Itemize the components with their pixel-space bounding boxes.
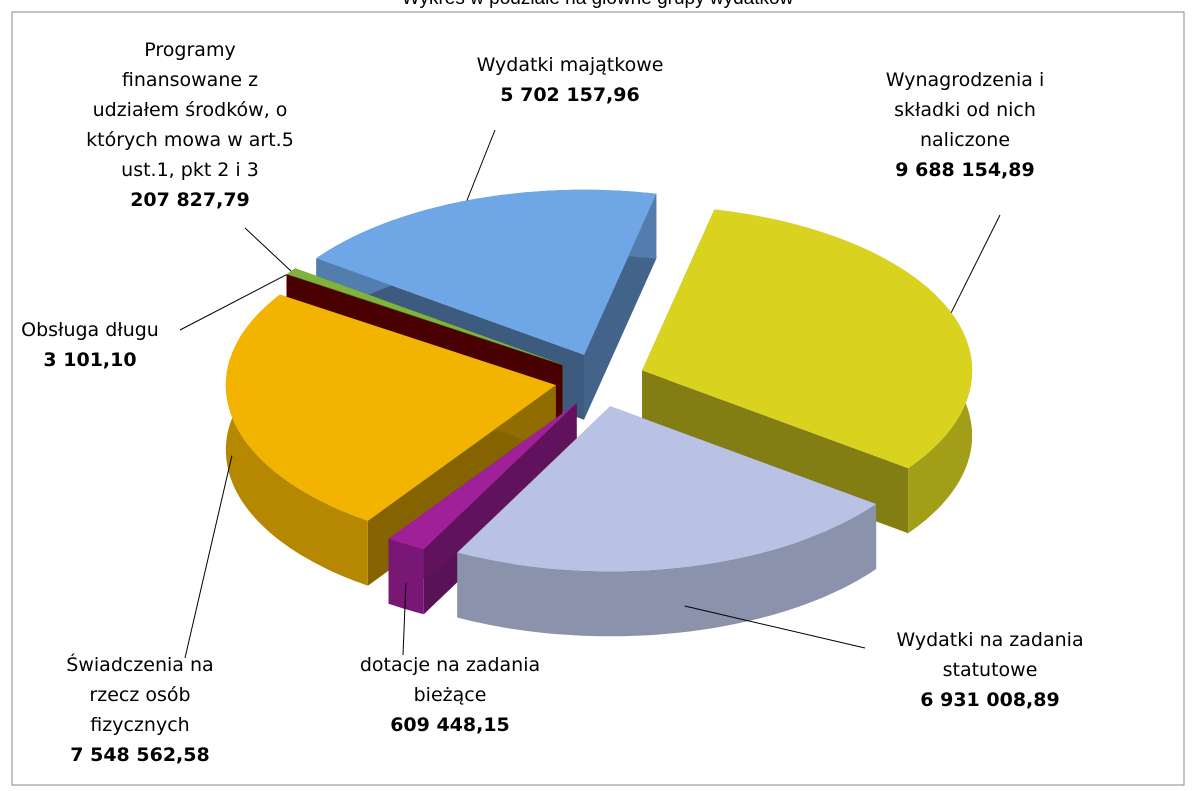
leader-line	[684, 605, 866, 649]
value-label: 207 827,79	[130, 189, 250, 211]
slice	[457, 406, 877, 637]
slice-side	[457, 504, 877, 637]
data-label: Świadczenia na rzecz osób fizycznych 7 54…	[40, 650, 240, 770]
leader-line	[950, 214, 1001, 313]
frame	[11, 11, 1185, 786]
leader-line	[244, 227, 292, 272]
leader-line	[466, 129, 496, 201]
value-label: 6 931 008,89	[920, 689, 1060, 711]
value-label: 5 702 157,96	[500, 84, 640, 106]
data-label: Obsługa długu 3 101,10	[5, 315, 175, 375]
value-label: 7 548 562,58	[70, 744, 210, 766]
data-label: dotacje na zadania bieżące 609 448,15	[335, 650, 565, 740]
data-label: Wynagrodzenia i składki od nich naliczon…	[865, 65, 1065, 185]
slice-top	[316, 189, 657, 355]
slice-top	[286, 274, 563, 366]
category-label: Wydatki majątkowe	[476, 54, 664, 76]
slice-side	[388, 538, 424, 615]
value-label: 9 688 154,89	[895, 159, 1035, 181]
category-label: Programy finansowane z udziałem środków,…	[86, 39, 294, 181]
value-label: 3 101,10	[43, 349, 137, 371]
leader-line	[179, 274, 287, 331]
slice-top	[225, 294, 556, 521]
category-label: Obsługa długu	[21, 319, 159, 341]
chart-title: Wykres w podziale na główne grupy wydatk…	[0, 0, 1195, 10]
category-label: Świadczenia na rzecz osób fizycznych	[66, 654, 214, 736]
data-label: Wydatki na zadania statutowe 6 931 008,89	[870, 625, 1110, 715]
slice-top	[642, 209, 973, 469]
slice-wall	[388, 403, 577, 604]
leader-line	[184, 455, 233, 659]
leader-line	[402, 583, 407, 656]
value-label: 609 448,15	[390, 714, 510, 736]
data-label: Programy finansowane z udziałem środków,…	[85, 35, 295, 215]
slice-top	[457, 406, 877, 572]
category-label: Wydatki na zadania statutowe	[896, 629, 1084, 681]
slice-top	[388, 403, 577, 550]
data-label: Wydatki majątkowe 5 702 157,96	[440, 50, 700, 110]
category-label: dotacje na zadania bieżące	[359, 654, 541, 706]
slice-top	[287, 268, 563, 365]
category-label: Wynagrodzenia i składki od nich naliczon…	[885, 69, 1045, 151]
